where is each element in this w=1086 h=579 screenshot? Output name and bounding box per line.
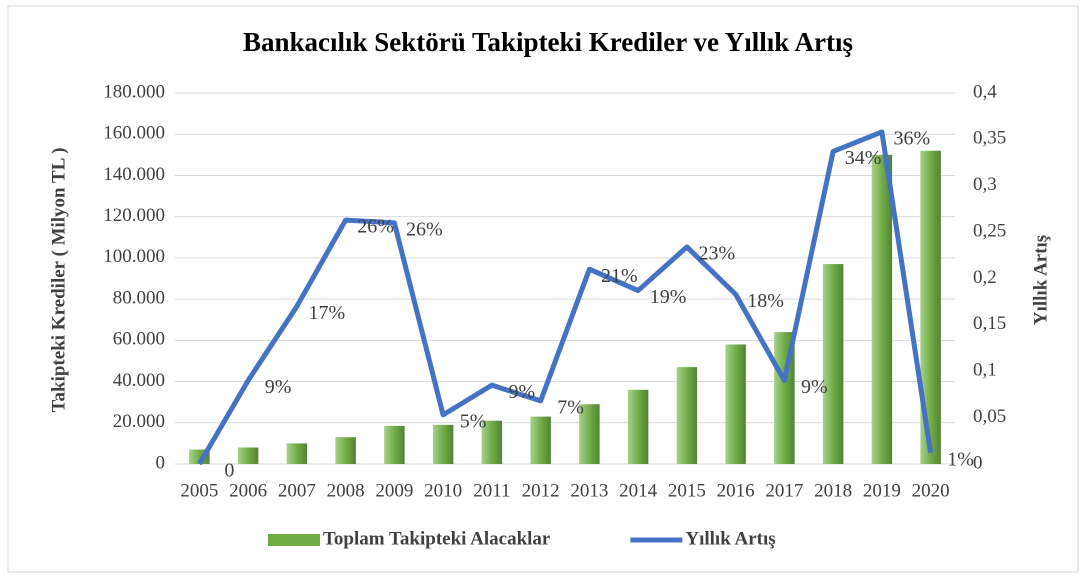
data-label: 26% [406, 218, 443, 240]
data-label: 7% [557, 397, 584, 419]
bar [920, 150, 941, 464]
y2-tick-label: 0 [973, 452, 983, 473]
y-tick-label: 20.000 [113, 411, 165, 432]
y2-tick-label: 0,25 [973, 220, 1006, 241]
chart-title: Bankacılık Sektörü Takipteki Krediler ve… [243, 27, 853, 57]
x-tick-label: 2019 [863, 480, 901, 501]
y-tick-label: 120.000 [103, 205, 165, 226]
y-tick-label: 40.000 [113, 370, 165, 391]
x-tick-label: 2017 [765, 480, 803, 501]
y-tick-label: 180.000 [103, 81, 165, 102]
chart-border [7, 5, 1079, 573]
data-label: 5% [460, 410, 487, 432]
x-tick-label: 2020 [912, 480, 950, 501]
y-tick-label: 160.000 [103, 123, 165, 144]
x-tick-label: 2018 [814, 480, 852, 501]
x-tick-label: 2008 [327, 480, 365, 501]
data-label: 1% [947, 448, 974, 470]
bar [627, 389, 649, 464]
y2-tick-label: 0,1 [973, 360, 997, 381]
data-label: 19% [650, 286, 687, 308]
y-tick-label: 80.000 [113, 287, 165, 308]
x-tick-label: 2011 [473, 480, 510, 501]
x-tick-label: 2012 [522, 480, 560, 501]
data-label: 0 [224, 460, 234, 482]
bar [237, 447, 259, 464]
bar [481, 420, 503, 464]
bar [286, 443, 308, 464]
data-label: 9% [509, 381, 536, 403]
line [197, 129, 934, 466]
x-tick-label: 2010 [424, 480, 462, 501]
y-tick-label: 0 [156, 452, 166, 473]
y2-tick-label: 0,05 [973, 406, 1006, 427]
y2-tick-label: 0,4 [973, 81, 997, 102]
y-axis-title: Takipteki Krediler ( Milyon TL ) [48, 148, 69, 413]
y-tick-label: 140.000 [103, 164, 165, 185]
bar [871, 154, 893, 465]
x-tick-label: 2007 [278, 480, 316, 501]
bar [530, 416, 551, 464]
bar [725, 344, 746, 464]
bar [822, 264, 844, 464]
legend-label: Toplam Takipteki Alacaklar [323, 528, 551, 549]
data-label: 18% [747, 290, 784, 312]
bar [335, 437, 356, 464]
x-tick-label: 2009 [375, 480, 413, 501]
x-tick-label: 2015 [668, 480, 706, 501]
data-label: 34% [845, 147, 882, 169]
x-tick-label: 2016 [717, 480, 755, 501]
y-tick-label: 100.000 [103, 246, 165, 267]
bar [676, 367, 698, 464]
data-label: 9% [801, 376, 828, 398]
legend-swatch [268, 534, 320, 546]
y-tick-label: 60.000 [113, 329, 165, 350]
x-tick-label: 2013 [570, 480, 608, 501]
bar [579, 404, 600, 464]
x-tick-label: 2005 [180, 480, 218, 501]
x-tick-label: 2014 [619, 480, 658, 501]
data-label: 23% [699, 243, 736, 265]
data-label: 9% [265, 376, 292, 398]
y2-tick-label: 0,15 [973, 313, 1006, 334]
data-label: 21% [601, 265, 638, 287]
y2-axis-title: Yıllık Artış [1030, 235, 1051, 325]
y2-tick-label: 0,3 [973, 174, 997, 195]
legend-label: Yıllık Artış [685, 528, 775, 549]
data-label: 17% [309, 302, 346, 324]
data-label: 36% [894, 128, 931, 150]
y2-tick-label: 0,2 [973, 267, 997, 288]
bar [384, 425, 405, 464]
y2-tick-label: 0,35 [973, 128, 1006, 149]
bar [432, 424, 454, 464]
x-tick-label: 2006 [229, 480, 267, 501]
data-label: 26% [357, 216, 394, 238]
